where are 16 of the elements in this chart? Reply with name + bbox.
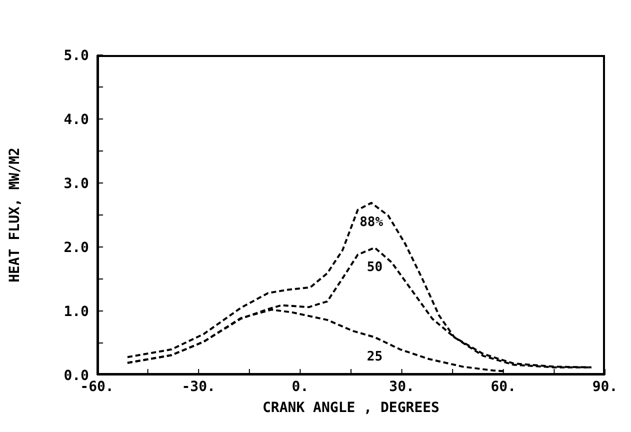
- y-axis-title: HEAT FLUX, MW/M2: [6, 148, 23, 282]
- y-tick-label: 1.0: [64, 304, 89, 320]
- series-label: 50: [366, 260, 383, 275]
- x-tick-label: 0.: [292, 378, 309, 395]
- x-axis-title: CRANK ANGLE , DEGREES: [261, 400, 440, 416]
- series-label: 88%: [360, 215, 384, 230]
- y-tick-label: 2.0: [64, 240, 89, 256]
- series-label: 25: [366, 349, 383, 364]
- x-tick-label: 30.: [389, 378, 414, 395]
- x-tick-label: 90.: [592, 378, 618, 395]
- y-tick-label: 4.0: [64, 112, 89, 128]
- x-tick-label: 60.: [490, 378, 516, 395]
- y-tick-label: 3.0: [64, 176, 89, 192]
- y-tick-label: 0.0: [64, 368, 89, 384]
- y-tick-label: 5.0: [64, 48, 89, 64]
- x-tick-label: -30.: [182, 378, 216, 395]
